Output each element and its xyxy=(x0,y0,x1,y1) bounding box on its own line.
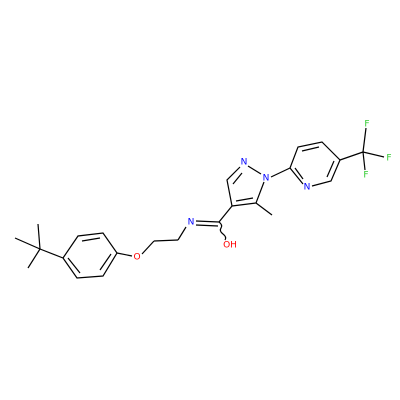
bonds xyxy=(14,127,385,279)
atom-labels: N N N N O OH F F F xyxy=(133,120,391,263)
atom-label: OH xyxy=(223,241,237,251)
atom-label: N xyxy=(188,218,195,228)
atom-label: F xyxy=(363,171,368,181)
atom-label: N xyxy=(241,158,248,168)
atom-label: F xyxy=(364,120,369,130)
atom-label: O xyxy=(133,253,140,263)
atom-label: N xyxy=(304,183,311,193)
atom-label: N xyxy=(263,174,270,184)
atom-label: F xyxy=(386,154,391,164)
